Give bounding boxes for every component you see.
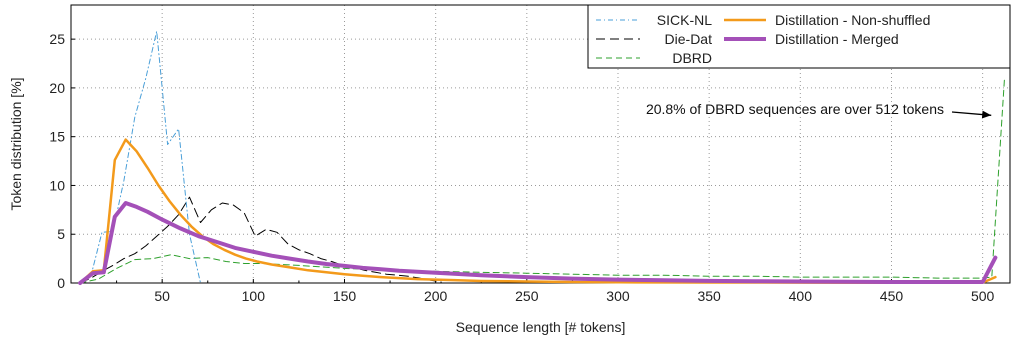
y-tick-label: 20 [49, 80, 65, 96]
x-tick-label: 400 [789, 288, 813, 304]
x-tick-label: 100 [242, 288, 266, 304]
x-tick-label: 500 [971, 288, 995, 304]
y-tick-label: 25 [49, 31, 65, 47]
legend: SICK-NL Die-Dat DBRD Distillation - Non-… [587, 4, 1011, 69]
x-tick-label: 300 [606, 288, 630, 304]
series-line-distillation-non-shuffled [78, 138, 997, 285]
x-tick-label: 350 [697, 288, 721, 304]
annotation-arrowhead [981, 110, 992, 119]
y-axis-label: Token distribution [%] [8, 77, 24, 210]
series-layer [78, 30, 1005, 285]
x-tick-label: 450 [880, 288, 904, 304]
series-line-die-dat [79, 196, 442, 284]
annotation-text: 20.8% of DBRD sequences are over 512 tok… [646, 101, 944, 117]
y-tick-label: 10 [49, 177, 65, 193]
legend-label-sick-nl: SICK-NL [657, 12, 712, 28]
legend-item: SICK-NL [596, 12, 712, 28]
legend-item: DBRD [596, 50, 712, 66]
series-line-distillation-merged [78, 201, 998, 285]
x-tick-label: 250 [515, 288, 539, 304]
series-line-sick-nl [79, 30, 201, 284]
legend-box [587, 4, 1011, 69]
annotation: 20.8% of DBRD sequences are over 512 tok… [646, 101, 992, 119]
x-axis-label: Sequence length [# tokens] [456, 319, 626, 335]
legend-label-die-dat: Die-Dat [665, 31, 713, 47]
x-tick-label: 50 [154, 288, 170, 304]
legend-item: Distillation - Merged [724, 31, 899, 47]
y-tick-label: 0 [57, 275, 65, 291]
plot-frame [70, 4, 1011, 284]
legend-label-distillation-merged: Distillation - Merged [775, 31, 899, 47]
grid [71, 5, 1010, 283]
legend-label-distillation-non-shuffled: Distillation - Non-shuffled [775, 12, 930, 28]
legend-label-dbrd: DBRD [672, 50, 712, 66]
x-tick-label: 200 [424, 288, 448, 304]
y-tick-label: 5 [57, 226, 65, 242]
x-tick-label: 150 [333, 288, 357, 304]
ticks: 50 100 150 200 250 300 350 400 450 500 0 5 10 15 20 25 [49, 31, 994, 304]
y-tick-label: 15 [49, 129, 65, 145]
legend-item: Distillation - Non-shuffled [724, 12, 930, 28]
legend-item: Die-Dat [596, 31, 712, 47]
